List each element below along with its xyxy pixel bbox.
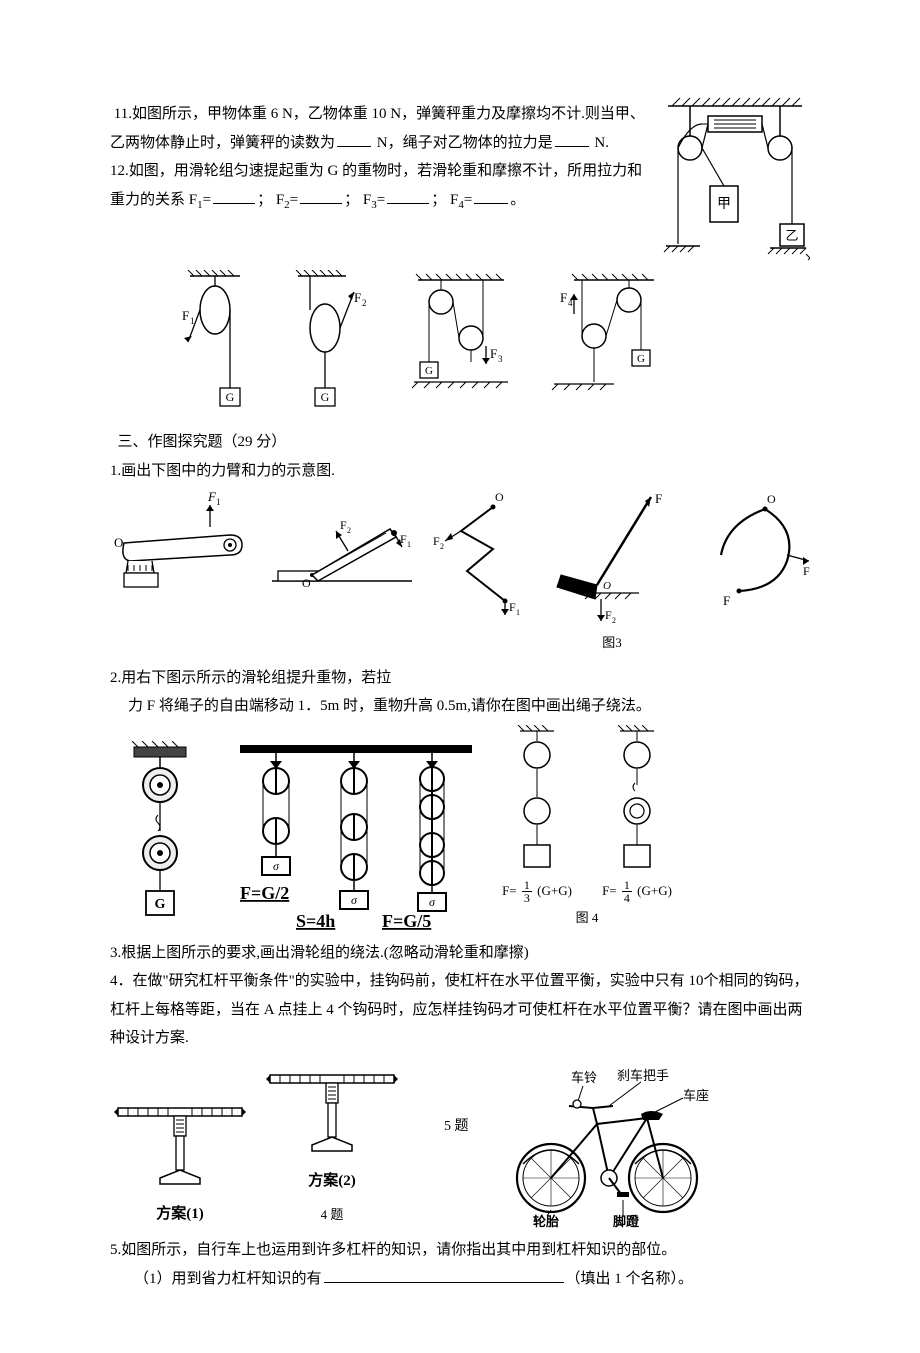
q12-fig2: F2 G xyxy=(288,270,378,420)
svg-text:F: F xyxy=(605,608,612,622)
svg-text:G: G xyxy=(155,897,166,912)
svg-text:3: 3 xyxy=(498,354,503,364)
svg-text:2: 2 xyxy=(440,542,444,551)
svg-text:S=4h: S=4h xyxy=(296,911,335,931)
p5-blank1[interactable] xyxy=(324,1267,564,1283)
p2-formula-2: F= 14 (G+G) xyxy=(602,879,672,905)
svg-text:刹车把手: 刹车把手 xyxy=(617,1068,669,1083)
q11-text: 11.如图所示，甲物体重 6 N，乙物体重 10 N，弹簧秤重力及摩擦均不计.则… xyxy=(110,100,810,157)
svg-text:1: 1 xyxy=(190,316,195,326)
svg-text:1: 1 xyxy=(407,540,411,549)
p4-caption: 4 题 xyxy=(321,1203,344,1228)
p2-formula-1: F= 13 (G+G) xyxy=(502,879,572,905)
p2-fig-group: σ σ σ F=G/2 S=4h F=G/5 xyxy=(236,741,476,931)
svg-text:2: 2 xyxy=(362,298,367,308)
svg-text:2: 2 xyxy=(347,526,351,535)
p1-figures: F1 O O F2 F1 O F2 xyxy=(110,489,810,656)
q12-figures: F1 G F2 G F3 G xyxy=(170,270,810,420)
section3-title: 三、作图探究题（29 分） xyxy=(110,428,810,457)
p4-plan1-label: 方案(1) xyxy=(156,1200,204,1229)
svg-text:O: O xyxy=(603,580,611,592)
q12-blank3[interactable] xyxy=(387,188,429,204)
svg-text:车座: 车座 xyxy=(683,1088,709,1103)
svg-text:G: G xyxy=(637,353,645,365)
svg-text:F=G/5: F=G/5 xyxy=(382,911,431,931)
svg-text:F: F xyxy=(655,491,662,506)
svg-text:1: 1 xyxy=(516,608,520,617)
p4-bike: 车铃 刹车把手 车座 xyxy=(497,1068,717,1228)
q12-blank1[interactable] xyxy=(213,188,255,204)
q12-blank4[interactable] xyxy=(474,188,508,204)
svg-text:G: G xyxy=(425,365,433,377)
svg-text:G: G xyxy=(226,390,235,404)
p1-fig1: F1 O xyxy=(110,489,252,599)
p1-fig2: O F2 F1 xyxy=(262,489,413,599)
q11-blank2[interactable] xyxy=(555,131,589,147)
svg-text:O: O xyxy=(495,490,504,504)
p1-fig5: O F2 F xyxy=(687,489,810,619)
svg-text:轮胎: 轮胎 xyxy=(533,1214,559,1228)
svg-text:F: F xyxy=(560,290,567,305)
svg-text:O: O xyxy=(767,492,776,506)
q12-fig4: F4 G xyxy=(544,270,674,420)
q12-text: 12.如图，用滑轮组匀速提起重为 G 的重物时，若滑轮重和摩擦不计，所用拉力和重… xyxy=(110,157,810,215)
svg-text:F: F xyxy=(354,290,361,305)
svg-text:脚蹬: 脚蹬 xyxy=(613,1214,640,1228)
svg-text:F: F xyxy=(182,308,189,323)
p2-line1: 2.用右下图示所示的滑轮组提升重物，若拉 xyxy=(110,664,810,693)
svg-text:车铃: 车铃 xyxy=(571,1070,597,1085)
p4-plan1 xyxy=(110,1090,250,1200)
p4-text: 4．在做"研究杠杆平衡条件"的实验中，挂钩码前，使杠杆在水平位置平衡，实验中只有… xyxy=(110,967,810,1053)
p4-plan2 xyxy=(262,1057,402,1167)
svg-text:F: F xyxy=(433,534,440,548)
p2-fig-right: F= 13 (G+G) F= 14 (G+G) xyxy=(502,725,672,931)
p2-figures: G σ σ xyxy=(110,725,810,931)
svg-text:F: F xyxy=(803,564,810,578)
p4-plan2-label: 方案(2) xyxy=(308,1167,356,1196)
p1-fig4: F O F2 xyxy=(547,489,677,629)
q11-blank1[interactable] xyxy=(337,131,371,147)
p2-fig1: G xyxy=(110,741,210,931)
svg-text:F=G/2: F=G/2 xyxy=(240,883,289,903)
svg-text:2: 2 xyxy=(612,616,616,625)
p3-text: 3.根据上图所示的要求,画出滑轮组的绕法.(忽略动滑轮重和摩擦) xyxy=(110,939,810,968)
svg-text:乙: 乙 xyxy=(785,228,798,243)
svg-text:O: O xyxy=(302,576,311,590)
p1-fig3: O F2 F1 xyxy=(423,489,537,619)
p5-text: 5.如图所示，自行车上也运用到许多杠杆的知识，请你指出其中用到杠杆知识的部位。 xyxy=(110,1236,810,1265)
p5-sub1: （1）用到省力杠杆知识的有（填出 1 个名称）。 xyxy=(110,1265,810,1294)
p1-fig4-caption: 图3 xyxy=(602,631,622,656)
p5-caption: 5 题 xyxy=(444,1114,469,1141)
svg-text:F: F xyxy=(509,600,516,614)
svg-text:F: F xyxy=(723,593,730,608)
svg-text:F: F xyxy=(340,518,347,532)
p2-line2: 力 F 将绳子的自由端移动 1．5m 时，重物升高 0.5m,请你在图中画出绳子… xyxy=(110,692,810,721)
p4-figures: 方案(1) 方案(2) 4 题 5 题 车铃 刹车把手 车座 xyxy=(110,1057,810,1228)
svg-text:G: G xyxy=(321,390,330,404)
svg-text:F: F xyxy=(490,346,497,361)
q12-blank2[interactable] xyxy=(300,188,342,204)
p2-fig-caption: 图 4 xyxy=(576,906,599,931)
q12-fig1: F1 G xyxy=(170,270,260,420)
q12-fig3: F3 G xyxy=(406,270,516,420)
svg-text:1: 1 xyxy=(216,497,221,507)
p1-text: 1.画出下图中的力臂和力的示意图. xyxy=(110,457,810,486)
svg-text:O: O xyxy=(114,535,123,550)
